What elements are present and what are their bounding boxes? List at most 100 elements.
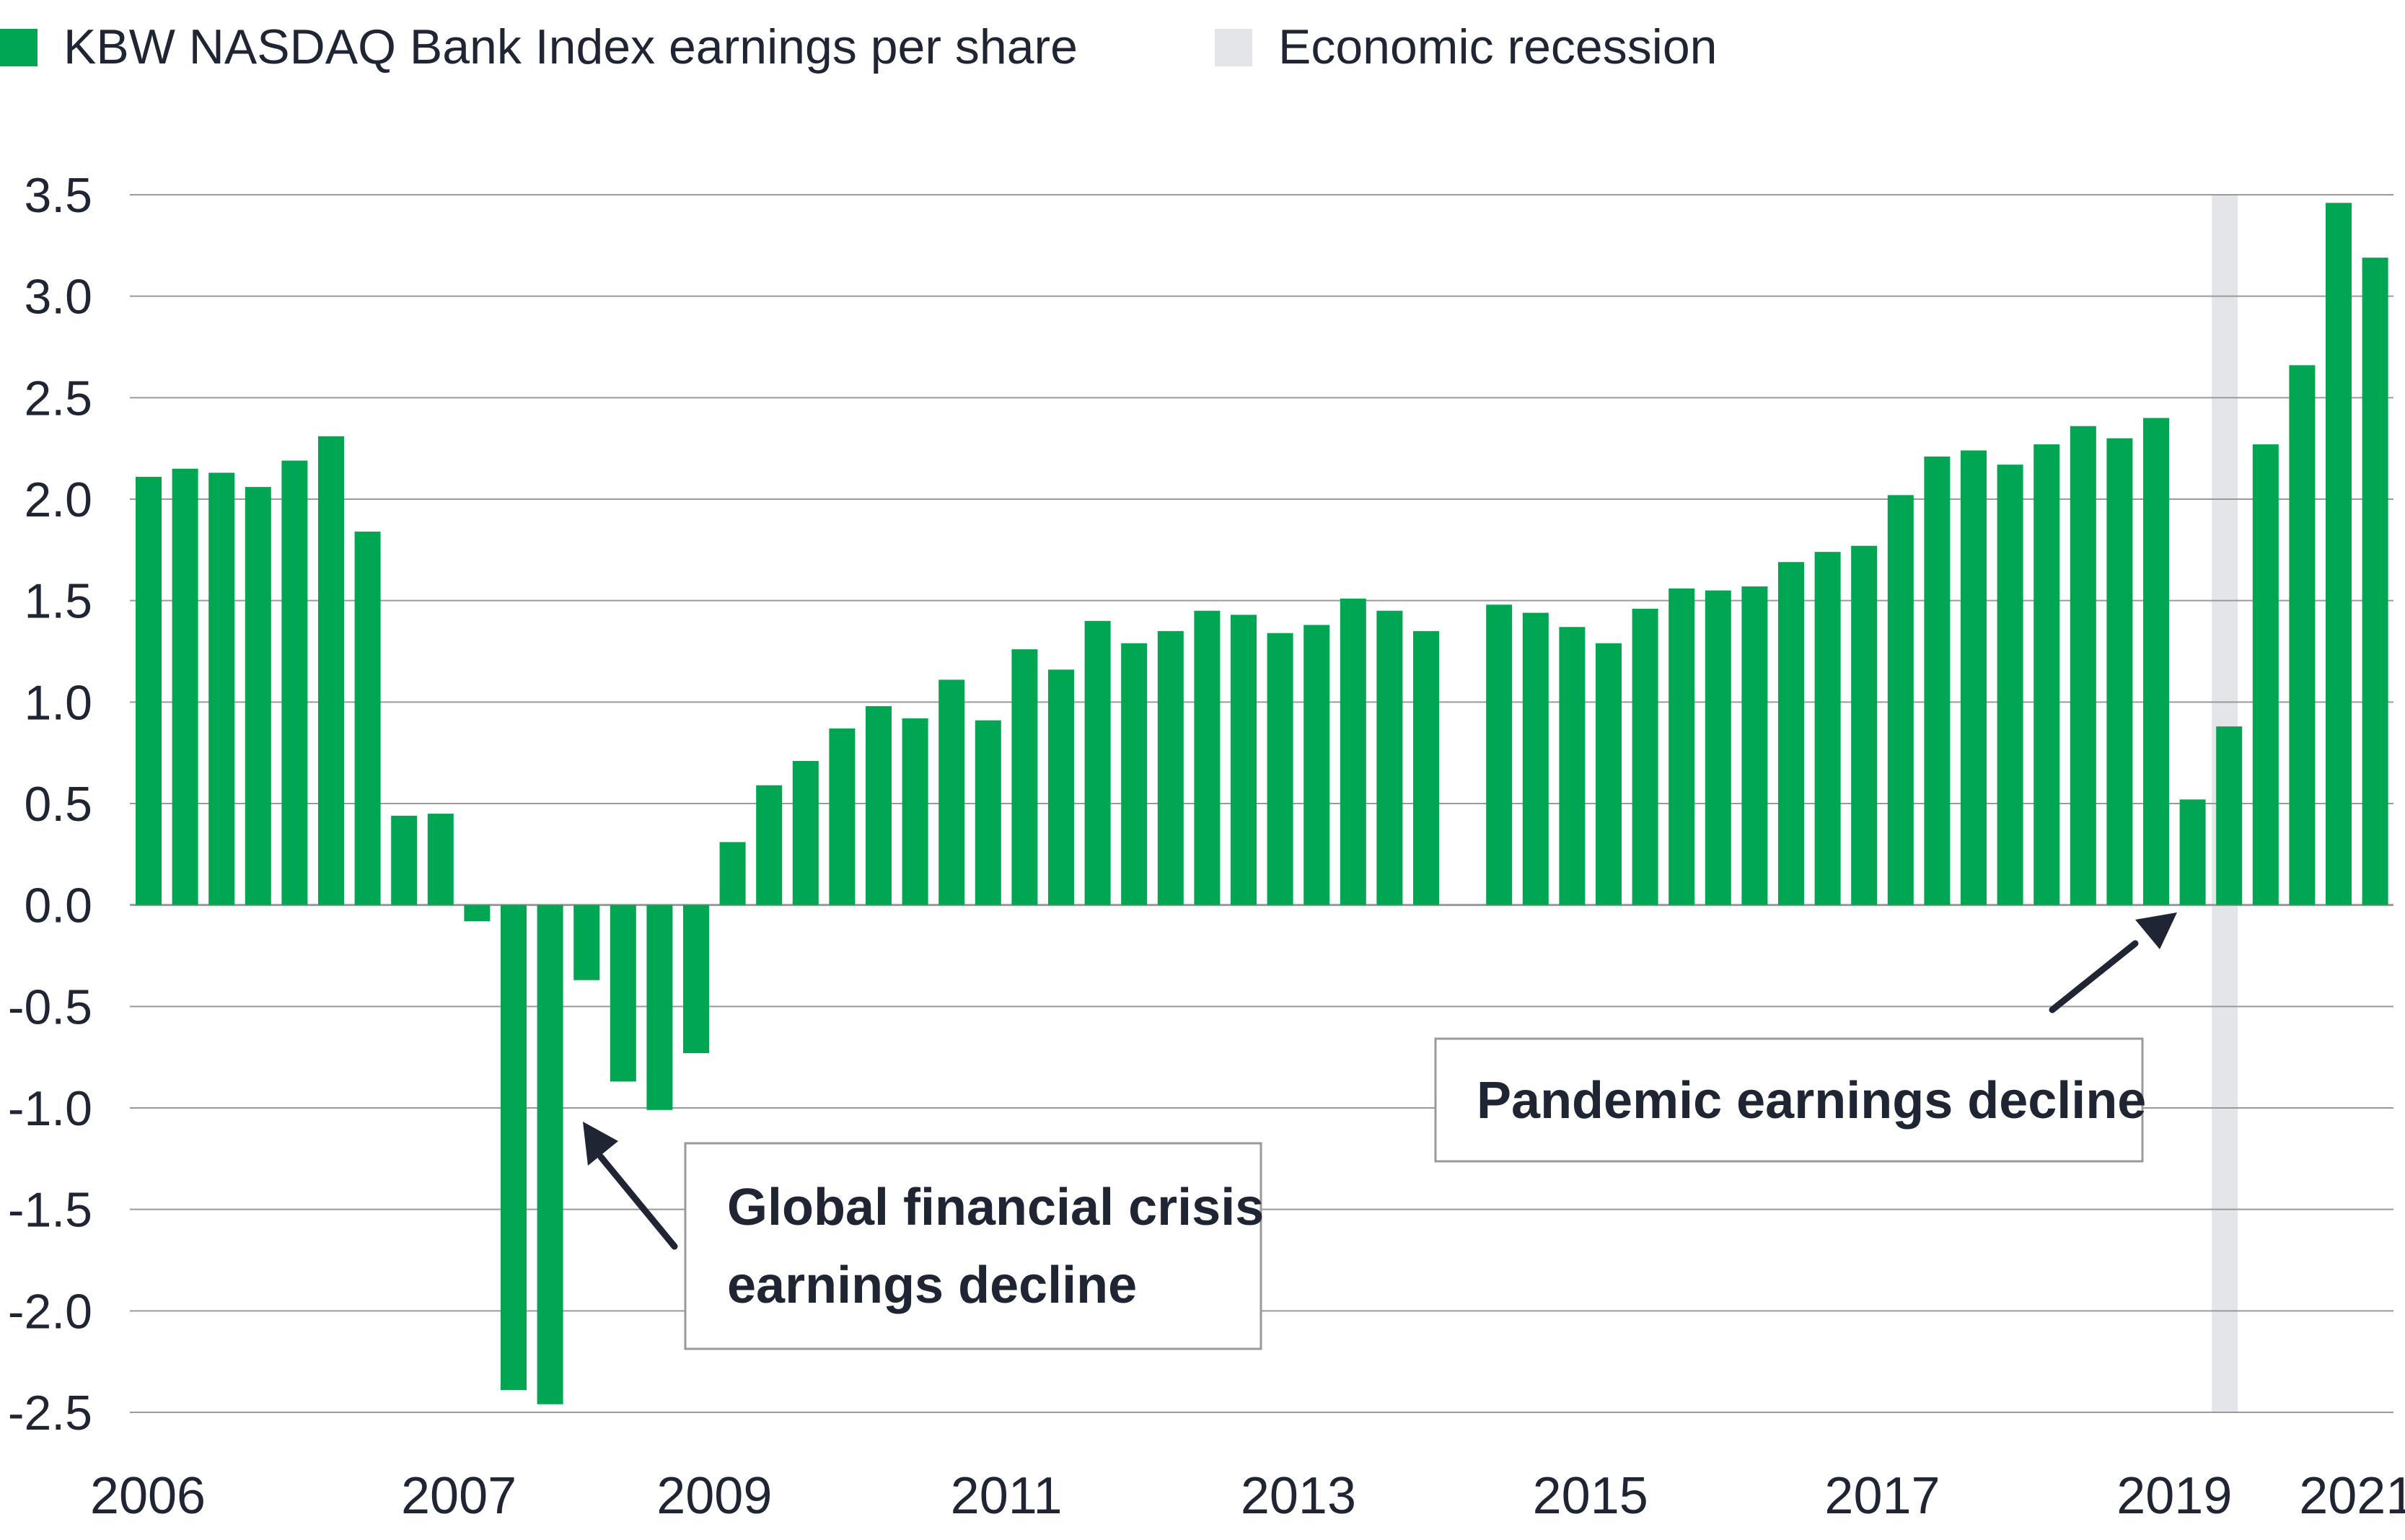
- bar: [464, 905, 491, 922]
- y-tick-label: -1.5: [8, 1183, 92, 1238]
- bar: [1924, 456, 1951, 905]
- y-tick-label: 3.5: [24, 168, 92, 223]
- bar: [391, 815, 418, 905]
- bar: [2034, 444, 2060, 905]
- annotation-gfc-line2: earnings decline: [727, 1257, 1137, 1314]
- bar: [1340, 598, 1366, 905]
- annotation-pandemic-arrow-shaft: [2049, 940, 2139, 1013]
- x-tick-label: 2015: [1533, 1467, 1648, 1525]
- bar: [1157, 630, 1184, 905]
- bar: [719, 842, 746, 905]
- bar: [866, 705, 892, 905]
- annotation-gfc-arrow-head: [583, 1122, 618, 1166]
- x-tick-label: 2013: [1241, 1467, 1356, 1525]
- bar: [2106, 438, 2133, 905]
- x-tick-label: 2017: [1824, 1467, 1940, 1525]
- bar: [2252, 444, 2279, 905]
- bar: [318, 436, 344, 905]
- bar: [172, 468, 198, 905]
- bar: [902, 718, 928, 905]
- y-tick-label: -0.5: [8, 980, 92, 1034]
- x-tick-label: 2011: [951, 1467, 1063, 1525]
- annotation-pandemic-label: Pandemic earnings decline: [1477, 1072, 2146, 1130]
- bar: [646, 905, 673, 1110]
- bars: [136, 203, 2388, 1404]
- legend-label-recession: Economic recession: [1278, 19, 1717, 74]
- bar: [1814, 552, 1841, 905]
- bar: [1231, 615, 1257, 905]
- bar: [1121, 643, 1148, 905]
- bar: [1741, 586, 1768, 905]
- bar: [1997, 465, 2023, 905]
- bar: [1632, 608, 1658, 905]
- bar: [245, 487, 271, 905]
- x-tick-label: 2007: [401, 1467, 516, 1525]
- bar: [2362, 258, 2388, 905]
- bar: [2326, 203, 2352, 905]
- annotation-gfc-line1: Global financial crisis: [727, 1179, 1264, 1236]
- bar: [2143, 418, 2169, 905]
- legend-label-eps: KBW NASDAQ Bank Index earnings per share: [63, 19, 1078, 74]
- annotation-pandemic-box: [1434, 1037, 2144, 1163]
- y-tick-label: 1.5: [24, 574, 92, 629]
- bar: [1522, 612, 1549, 905]
- bar: [683, 905, 709, 1054]
- y-tick-label: 2.5: [24, 371, 92, 426]
- bar: [1048, 669, 1074, 905]
- bar: [1559, 627, 1586, 905]
- bar: [1961, 450, 1987, 905]
- bar: [354, 532, 381, 905]
- legend-swatch-eps: [0, 29, 38, 66]
- bar: [756, 785, 783, 905]
- bar: [2289, 365, 2316, 905]
- y-tick-label: 1.0: [24, 675, 92, 730]
- bar: [1596, 643, 1622, 905]
- x-tick-label: 2006: [90, 1467, 206, 1525]
- y-tick-label: -1.0: [8, 1081, 92, 1136]
- y-tick-label: 0.0: [24, 879, 92, 933]
- bar: [1413, 630, 1439, 905]
- bar: [208, 472, 235, 905]
- legend: KBW NASDAQ Bank Index earnings per share…: [0, 19, 1717, 74]
- y-tick-label: 0.5: [24, 777, 92, 832]
- y-tick-label: -2.0: [8, 1284, 92, 1339]
- x-tick-label: 2021: [2299, 1467, 2405, 1525]
- bar: [2179, 799, 2206, 905]
- bar: [1376, 610, 1403, 905]
- y-tick-label: 2.0: [24, 472, 92, 527]
- bar: [281, 460, 308, 905]
- bar: [2216, 726, 2243, 905]
- bar: [136, 477, 162, 905]
- bar: [2070, 426, 2096, 905]
- bar: [792, 760, 819, 905]
- annotation-pandemic-arrow-head: [2135, 912, 2177, 949]
- y-tick-label: 3.0: [24, 270, 92, 325]
- bar: [1778, 562, 1804, 905]
- bar: [573, 905, 600, 980]
- x-tick-label: 2009: [656, 1467, 772, 1525]
- annotation-gfc-arrow-shaft: [597, 1153, 678, 1250]
- bar: [1668, 588, 1695, 905]
- bar: [975, 720, 1001, 905]
- annotation-gfc: Global financial crisis earnings decline: [583, 1122, 1264, 1350]
- bar: [610, 905, 636, 1082]
- x-tick-label: 2019: [2116, 1467, 2232, 1525]
- x-axis-tick-labels: 2006 2007 2009 2011 2013 2015 2017 2019 2021: [90, 1467, 2405, 1525]
- bar: [1705, 590, 1731, 905]
- bar: [427, 814, 454, 905]
- bar: [1303, 625, 1330, 905]
- bar: [1267, 633, 1293, 905]
- bar: [1486, 604, 1513, 905]
- annotation-gfc-box: [684, 1142, 1262, 1350]
- bar: [1084, 620, 1111, 905]
- bar: [501, 905, 527, 1391]
- y-tick-label: -2.5: [8, 1386, 92, 1440]
- bar: [1887, 495, 1914, 905]
- bar: [1851, 545, 1878, 905]
- bar: [537, 905, 563, 1404]
- bar: [1011, 649, 1038, 905]
- bar: [1194, 610, 1221, 905]
- y-axis-tick-labels: 3.5 3.0 2.5 2.0 1.5 1.0 0.5 0.0 -0.5 -1.0 -1.5 -2.0…: [8, 168, 92, 1440]
